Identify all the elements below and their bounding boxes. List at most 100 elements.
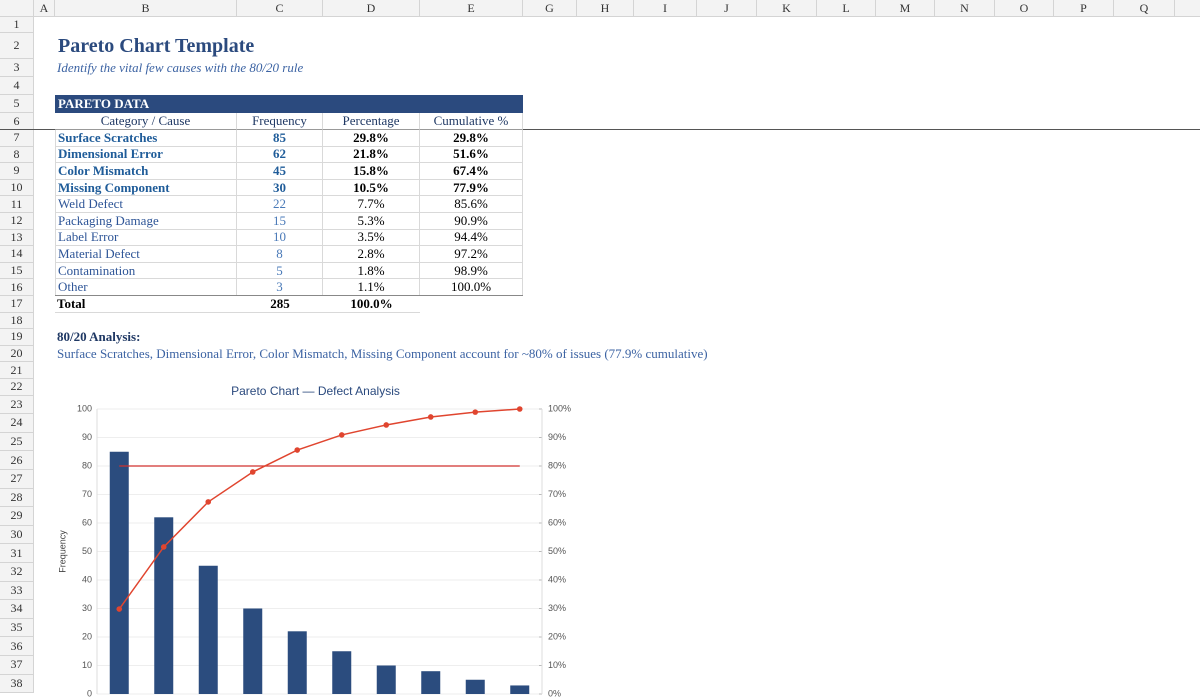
value-cell: 10 [237, 229, 323, 247]
column-header[interactable]: I [634, 0, 697, 17]
row-header[interactable]: 9 [0, 163, 34, 180]
value-cell: 94.4% [420, 229, 523, 247]
value-cell: 2.8% [323, 246, 420, 263]
y-axis-label: Frequency [57, 530, 67, 573]
row-header[interactable]: 2 [0, 33, 34, 59]
column-header[interactable]: P [1054, 0, 1114, 17]
row-header[interactable]: 28 [0, 488, 34, 508]
row-header[interactable]: 34 [0, 600, 34, 619]
column-heading: Cumulative % [420, 113, 523, 130]
row-header[interactable]: 14 [0, 246, 34, 263]
row-header[interactable]: 33 [0, 581, 34, 601]
row-header[interactable]: 30 [0, 525, 34, 545]
bar [332, 651, 352, 694]
row-header[interactable]: 23 [0, 395, 34, 415]
row-header[interactable]: 32 [0, 563, 34, 582]
value-cell: 7.7% [323, 196, 420, 213]
y2-tick-label: 100% [548, 403, 571, 413]
category-cell: Packaging Damage [55, 213, 237, 230]
value-cell: 67.4% [420, 163, 523, 180]
cumulative-line [118, 408, 520, 610]
row-header[interactable]: 3 [0, 59, 34, 77]
column-header[interactable]: H [577, 0, 634, 17]
row-header[interactable]: 13 [0, 229, 34, 247]
y2-tick-label: 20% [548, 631, 566, 641]
analysis-title: 80/20 Analysis: [57, 329, 141, 345]
row-header[interactable]: 36 [0, 637, 34, 656]
y2-tick-label: 50% [548, 546, 566, 556]
column-header[interactable]: N [935, 0, 995, 17]
value-cell: 3.5% [323, 229, 420, 247]
bar [465, 679, 485, 694]
row-header[interactable]: 21 [0, 362, 34, 379]
cumulative-point [516, 406, 523, 412]
y-tick-label: 100 [77, 403, 92, 413]
row-header[interactable]: 18 [0, 312, 34, 330]
row-header[interactable]: 17 [0, 296, 34, 313]
row-header[interactable]: 24 [0, 414, 34, 433]
y2-tick-label: 0% [548, 688, 561, 697]
row-header[interactable]: 38 [0, 674, 34, 694]
value-cell: 90.9% [420, 213, 523, 230]
y2-tick-label: 70% [548, 489, 566, 499]
row-header[interactable]: 1 [0, 17, 34, 33]
cumulative-point [116, 606, 123, 612]
y-tick-label: 90 [82, 432, 92, 442]
column-header[interactable]: M [876, 0, 935, 17]
column-header[interactable]: O [995, 0, 1054, 17]
row-header[interactable]: 12 [0, 213, 34, 230]
column-header[interactable]: K [757, 0, 817, 17]
value-cell: 15 [237, 213, 323, 230]
column-header[interactable]: A [34, 0, 55, 17]
y2-tick-label: 10% [548, 660, 566, 670]
row-header[interactable]: 8 [0, 146, 34, 164]
row-header[interactable]: 7 [0, 130, 34, 147]
column-header[interactable]: D [323, 0, 420, 17]
row-header[interactable]: 5 [0, 95, 34, 113]
row-header[interactable]: 16 [0, 279, 34, 296]
y-tick-label: 20 [82, 631, 92, 641]
freeze-line [0, 129, 1200, 130]
row-header[interactable]: 27 [0, 470, 34, 489]
y-tick-label: 10 [82, 660, 92, 670]
column-header[interactable]: L [817, 0, 876, 17]
y-tick-label: 30 [82, 603, 92, 613]
cumulative-point [427, 414, 434, 420]
row-header[interactable]: 29 [0, 507, 34, 526]
value-cell: 22 [237, 196, 323, 213]
row-header[interactable]: 25 [0, 432, 34, 452]
row-header[interactable]: 26 [0, 451, 34, 470]
column-header[interactable]: Q [1114, 0, 1175, 17]
sheet-subtitle: Identify the vital few causes with the 8… [57, 60, 304, 75]
row-header[interactable]: 20 [0, 345, 34, 363]
value-cell: 45 [237, 163, 323, 180]
row-header[interactable]: 35 [0, 618, 34, 638]
cumulative-point [294, 447, 301, 453]
value-cell: 85 [237, 130, 323, 147]
bar [243, 608, 263, 694]
column-header[interactable]: C [237, 0, 323, 17]
cumulative-point [160, 544, 167, 550]
row-header[interactable]: 22 [0, 379, 34, 396]
total-cell: 100.0% [323, 295, 420, 313]
category-cell: Dimensional Error [55, 146, 237, 164]
column-header[interactable]: G [523, 0, 577, 17]
value-cell: 62 [237, 146, 323, 164]
category-cell: Weld Defect [55, 196, 237, 213]
row-header[interactable]: 4 [0, 77, 34, 95]
value-cell: 85.6% [420, 196, 523, 213]
cumulative-point [472, 409, 479, 415]
bar [510, 685, 530, 694]
row-header[interactable]: 37 [0, 656, 34, 675]
cumulative-point [383, 422, 390, 428]
row-header[interactable]: 15 [0, 262, 34, 280]
row-header[interactable]: 10 [0, 179, 34, 197]
row-header[interactable]: 31 [0, 544, 34, 563]
column-header[interactable]: E [420, 0, 523, 17]
y-tick-label: 0 [87, 688, 92, 697]
column-header[interactable]: B [55, 0, 237, 17]
column-header[interactable]: J [697, 0, 757, 17]
row-header[interactable]: 19 [0, 329, 34, 346]
bar [421, 671, 441, 694]
row-header[interactable]: 11 [0, 196, 34, 213]
